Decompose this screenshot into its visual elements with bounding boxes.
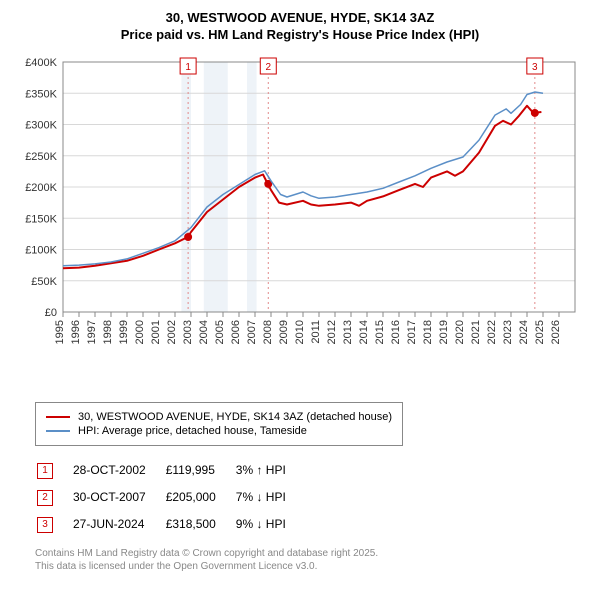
marker-delta: 9% ↓ HPI <box>236 512 304 537</box>
attribution-line1: Contains HM Land Registry data © Crown c… <box>35 547 565 560</box>
marker-delta: 7% ↓ HPI <box>236 485 304 510</box>
marker-date: 30-OCT-2007 <box>73 485 164 510</box>
svg-text:2020: 2020 <box>454 320 466 344</box>
title-line1: 30, WESTWOOD AVENUE, HYDE, SK14 3AZ <box>15 10 585 27</box>
svg-text:£200K: £200K <box>25 182 57 194</box>
marker-badge: 2 <box>37 490 53 506</box>
marker-row: 3 27-JUN-2024 £318,500 9% ↓ HPI <box>37 512 304 537</box>
legend-item: 30, WESTWOOD AVENUE, HYDE, SK14 3AZ (det… <box>46 411 392 423</box>
legend-item: HPI: Average price, detached house, Tame… <box>46 425 392 437</box>
svg-text:£300K: £300K <box>25 119 57 131</box>
svg-text:£50K: £50K <box>31 276 57 288</box>
svg-text:2022: 2022 <box>486 320 498 344</box>
svg-text:2016: 2016 <box>390 320 402 344</box>
svg-text:£0: £0 <box>45 307 57 319</box>
svg-text:1: 1 <box>185 62 191 73</box>
legend: 30, WESTWOOD AVENUE, HYDE, SK14 3AZ (det… <box>35 402 403 446</box>
svg-text:£100K: £100K <box>25 244 57 256</box>
svg-text:2015: 2015 <box>374 320 386 344</box>
marker-badge: 1 <box>37 463 53 479</box>
svg-text:1999: 1999 <box>118 320 130 344</box>
svg-text:1995: 1995 <box>54 320 66 344</box>
svg-text:2002: 2002 <box>166 320 178 344</box>
chart-title-block: 30, WESTWOOD AVENUE, HYDE, SK14 3AZ Pric… <box>15 10 585 44</box>
svg-text:2005: 2005 <box>214 320 226 344</box>
marker-date: 27-JUN-2024 <box>73 512 164 537</box>
marker-row: 1 28-OCT-2002 £119,995 3% ↑ HPI <box>37 458 304 483</box>
legend-swatch <box>46 416 70 419</box>
marker-price: £205,000 <box>166 485 234 510</box>
marker-delta: 3% ↑ HPI <box>236 458 304 483</box>
svg-text:£150K: £150K <box>25 213 57 225</box>
svg-text:£250K: £250K <box>25 151 57 163</box>
svg-text:2025: 2025 <box>534 320 546 344</box>
svg-text:1996: 1996 <box>70 320 82 344</box>
svg-text:2017: 2017 <box>406 320 418 344</box>
svg-text:2013: 2013 <box>342 320 354 344</box>
svg-text:2007: 2007 <box>246 320 258 344</box>
marker-date: 28-OCT-2002 <box>73 458 164 483</box>
svg-text:2021: 2021 <box>470 320 482 344</box>
chart-page: 30, WESTWOOD AVENUE, HYDE, SK14 3AZ Pric… <box>0 0 600 583</box>
marker-price: £318,500 <box>166 512 234 537</box>
svg-text:2014: 2014 <box>358 320 370 344</box>
svg-text:2018: 2018 <box>422 320 434 344</box>
attribution: Contains HM Land Registry data © Crown c… <box>35 547 565 573</box>
svg-text:2011: 2011 <box>310 320 322 344</box>
svg-text:2003: 2003 <box>182 320 194 344</box>
legend-label: HPI: Average price, detached house, Tame… <box>78 425 307 437</box>
svg-text:3: 3 <box>532 62 538 73</box>
svg-text:2000: 2000 <box>134 320 146 344</box>
svg-text:2009: 2009 <box>278 320 290 344</box>
svg-text:2004: 2004 <box>198 320 210 344</box>
svg-text:2: 2 <box>265 62 271 73</box>
svg-text:2026: 2026 <box>550 320 562 344</box>
svg-text:2006: 2006 <box>230 320 242 344</box>
svg-text:2019: 2019 <box>438 320 450 344</box>
chart-svg: £0 £50K £100K £150K £200K £250K £300K £350K £400… <box>15 52 585 352</box>
svg-text:1997: 1997 <box>86 320 98 344</box>
svg-text:1998: 1998 <box>102 320 114 344</box>
marker-row: 2 30-OCT-2007 £205,000 7% ↓ HPI <box>37 485 304 510</box>
marker-table: 1 28-OCT-2002 £119,995 3% ↑ HPI 2 30-OCT… <box>35 456 306 539</box>
svg-text:£400K: £400K <box>25 57 57 69</box>
svg-text:2012: 2012 <box>326 320 338 344</box>
svg-text:2023: 2023 <box>502 320 514 344</box>
marker-badge: 3 <box>37 517 53 533</box>
svg-text:2008: 2008 <box>262 320 274 344</box>
svg-text:2010: 2010 <box>294 320 306 344</box>
svg-text:£350K: £350K <box>25 88 57 100</box>
chart-area: £0 £50K £100K £150K £200K £250K £300K £350K £400… <box>15 52 585 392</box>
legend-label: 30, WESTWOOD AVENUE, HYDE, SK14 3AZ (det… <box>78 411 392 423</box>
svg-text:2001: 2001 <box>150 320 162 344</box>
marker-price: £119,995 <box>166 458 234 483</box>
title-line2: Price paid vs. HM Land Registry's House … <box>15 27 585 44</box>
legend-swatch <box>46 430 70 432</box>
svg-text:2024: 2024 <box>518 320 530 344</box>
attribution-line2: This data is licensed under the Open Gov… <box>35 560 565 573</box>
